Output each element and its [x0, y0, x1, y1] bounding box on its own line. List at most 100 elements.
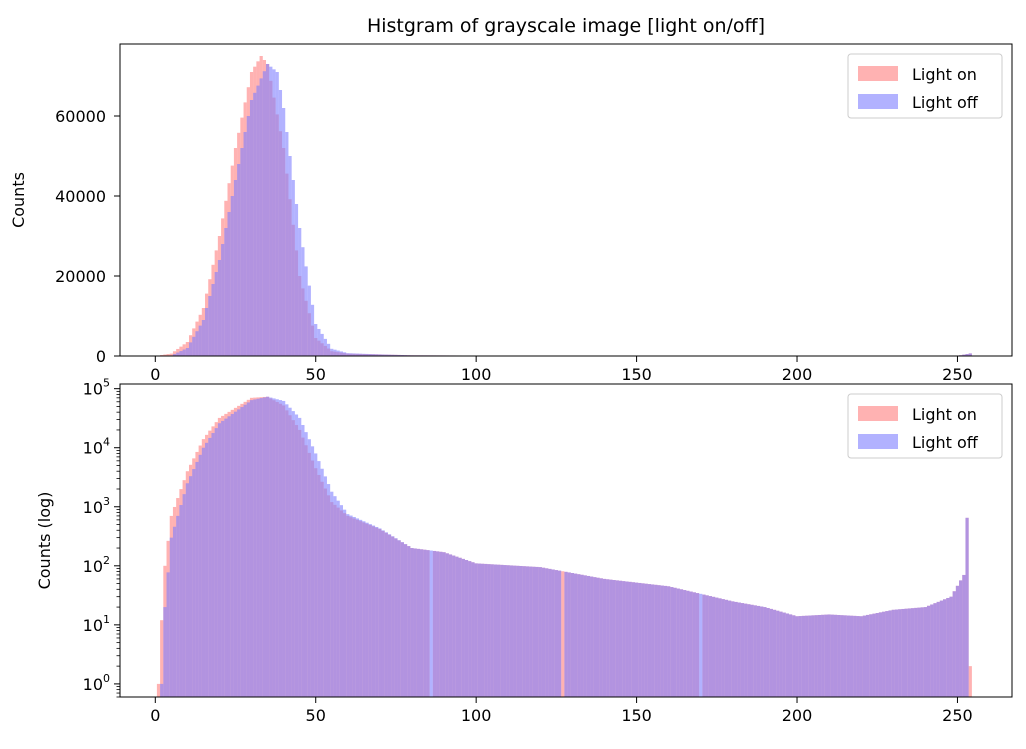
- histogram-bar: [821, 615, 824, 697]
- histogram-bar: [266, 64, 269, 356]
- histogram-bar: [375, 527, 378, 697]
- histogram-bar: [292, 180, 295, 356]
- histogram-bar: [183, 494, 186, 697]
- histogram-bar: [937, 602, 940, 697]
- histogram-bar: [304, 266, 307, 356]
- histogram-bar: [940, 601, 943, 697]
- histogram-bar: [625, 581, 628, 697]
- histogram-bar: [783, 613, 786, 697]
- legend-label: Light off: [912, 433, 979, 452]
- histogram-bar: [866, 615, 869, 697]
- histogram-bar: [507, 565, 510, 697]
- histogram-bar: [686, 591, 689, 697]
- histogram-bar: [818, 615, 821, 697]
- histogram-bar: [654, 585, 657, 697]
- histogram-bar: [487, 564, 490, 697]
- x-tick-label: 100: [461, 365, 492, 384]
- histogram-bar: [744, 604, 747, 697]
- histogram-bar: [160, 684, 163, 697]
- histogram-bar: [256, 399, 259, 697]
- histogram-bar: [176, 516, 179, 697]
- histogram-bar: [471, 562, 474, 697]
- histogram-bar: [754, 605, 757, 697]
- x-tick-label: 50: [306, 365, 326, 384]
- histogram-bar: [211, 284, 214, 356]
- histogram-bar: [301, 247, 304, 356]
- histogram-bar: [760, 607, 763, 697]
- histogram-bar: [956, 586, 959, 697]
- histogram-bar: [657, 585, 660, 697]
- histogram-bar: [840, 615, 843, 697]
- histogram-bar: [641, 583, 644, 697]
- histogram-bar: [491, 564, 494, 697]
- histogram-bar: [613, 580, 616, 697]
- histogram-bar: [574, 574, 577, 697]
- histogram-bar: [186, 348, 189, 356]
- histogram-bar: [256, 86, 259, 356]
- histogram-bar: [712, 597, 715, 697]
- histogram-bar: [195, 331, 198, 356]
- histogram-bar: [619, 581, 622, 697]
- histogram-bar: [706, 595, 709, 697]
- histogram-bar: [892, 610, 895, 697]
- histogram-bar: [667, 586, 670, 697]
- histogram-bar: [632, 582, 635, 697]
- histogram-bar: [301, 425, 304, 697]
- histogram-bar: [205, 308, 208, 356]
- histogram-bar: [693, 592, 696, 697]
- histogram-bar: [311, 305, 314, 356]
- histogram-bar: [189, 342, 192, 356]
- histogram-bar: [593, 577, 596, 697]
- histogram-bar: [398, 540, 401, 697]
- histogram-bar: [885, 611, 888, 697]
- histogram-bar: [927, 606, 930, 697]
- histogram-bar: [442, 552, 445, 697]
- histogram-bar: [494, 564, 497, 697]
- histogram-bar: [337, 501, 340, 697]
- histogram-bar: [394, 538, 397, 697]
- histogram-bar: [337, 351, 340, 356]
- histogram-bar: [282, 108, 285, 356]
- histogram-bar: [792, 615, 795, 697]
- histogram-bar: [170, 538, 173, 697]
- histogram-bar: [189, 476, 192, 697]
- histogram-bar: [824, 615, 827, 697]
- histogram-bar: [860, 616, 863, 697]
- y-tick-label: 60000: [55, 107, 106, 126]
- histogram-bar: [244, 132, 247, 356]
- histogram-bar: [179, 505, 182, 697]
- histogram-bar: [433, 551, 436, 697]
- histogram-bar: [446, 553, 449, 697]
- histogram-bar: [173, 527, 176, 697]
- histogram-bar: [959, 580, 962, 697]
- histogram-bar: [346, 514, 349, 697]
- histogram-bar: [462, 559, 465, 697]
- histogram-bar: [728, 601, 731, 697]
- histogram-bar: [805, 616, 808, 697]
- y-tick-label: 0: [96, 347, 106, 366]
- histogram-bar: [308, 439, 311, 697]
- histogram-bar: [847, 616, 850, 697]
- histogram-bar: [391, 536, 394, 697]
- histogram-bar: [272, 398, 275, 697]
- histogram-bar: [269, 67, 272, 356]
- histogram-bar: [773, 610, 776, 697]
- histogram-bar: [828, 614, 831, 697]
- histogram-bar: [308, 286, 311, 356]
- histogram-bar: [917, 608, 920, 697]
- x-tick-label: 50: [306, 706, 326, 725]
- histogram-bar: [603, 579, 606, 697]
- histogram-bar: [247, 116, 250, 356]
- histogram-bar: [183, 350, 186, 356]
- histogram-bar: [949, 597, 952, 697]
- histogram-bar: [452, 556, 455, 697]
- histogram-bar: [410, 548, 413, 697]
- histogram-bar: [548, 569, 551, 697]
- histogram-bar: [750, 605, 753, 697]
- histogram-bar: [872, 614, 875, 697]
- histogram-bar: [324, 476, 327, 697]
- histogram-bar: [696, 593, 699, 697]
- histogram-bar: [850, 616, 853, 697]
